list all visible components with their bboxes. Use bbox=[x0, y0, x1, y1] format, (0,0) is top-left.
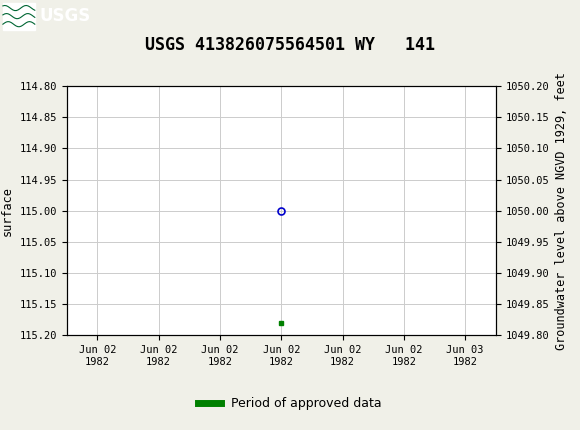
Y-axis label: Depth to water level, feet below land
surface: Depth to water level, feet below land su… bbox=[0, 79, 14, 343]
Text: USGS: USGS bbox=[39, 7, 90, 25]
Y-axis label: Groundwater level above NGVD 1929, feet: Groundwater level above NGVD 1929, feet bbox=[555, 72, 568, 350]
Text: USGS 413826075564501 WY   141: USGS 413826075564501 WY 141 bbox=[145, 36, 435, 54]
FancyBboxPatch shape bbox=[3, 3, 35, 30]
Legend: Period of approved data: Period of approved data bbox=[194, 392, 386, 415]
